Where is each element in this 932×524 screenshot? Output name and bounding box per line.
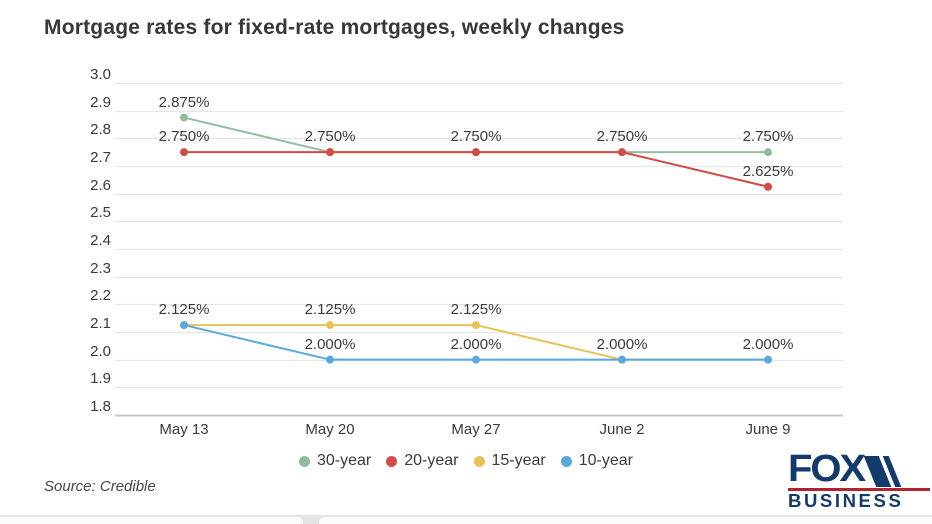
x-axis-tick-label: May 27 <box>451 421 501 438</box>
data-point-label: 2.750% <box>304 128 356 146</box>
legend-label: 10-year <box>578 452 633 469</box>
fox-slash-icon <box>863 455 902 487</box>
y-axis-tick-label: 2.5 <box>90 203 111 221</box>
data-point-label: 2.125% <box>158 301 210 319</box>
legend-entry-15-year: 15-year <box>473 452 546 470</box>
x-axis-tick-label: June 9 <box>745 421 791 438</box>
y-axis-tick-label: 1.9 <box>90 369 111 387</box>
legend-dot-icon <box>473 455 485 467</box>
data-point-label: 2.125% <box>450 301 502 319</box>
legend-label: 30-year <box>317 452 372 469</box>
legend-label: 20-year <box>404 452 459 469</box>
y-axis-tick-label: 2.2 <box>90 286 111 304</box>
chart-title: Mortgage rates for fixed-rate mortgages,… <box>44 16 625 39</box>
legend-entry-10-year: 10-year <box>560 452 633 470</box>
card-top-right <box>319 517 932 524</box>
y-axis-tick-label: 2.3 <box>90 259 111 277</box>
y-axis-tick-label: 2.9 <box>90 93 111 111</box>
data-point-label: 2.625% <box>742 162 794 180</box>
legend-dot-icon <box>299 455 310 467</box>
y-axis-tick-label: 2.4 <box>90 231 111 249</box>
data-point-label: 2.000% <box>450 335 502 353</box>
data-point-label: 2.750% <box>742 128 794 146</box>
logo-divider <box>788 488 930 491</box>
fox-wordmark: FOX <box>788 447 866 490</box>
y-axis-tick-label: 2.8 <box>90 120 111 138</box>
legend-entry-20-year: 20-year <box>386 452 459 470</box>
y-axis-tick-label: 2.7 <box>90 148 111 166</box>
business-wordmark: BUSINESS <box>788 491 904 511</box>
data-point-label: 2.750% <box>596 128 648 146</box>
legend-dot-icon <box>560 455 572 467</box>
x-axis-tick-label: June 2 <box>599 421 645 438</box>
data-point-label: 2.750% <box>450 128 502 146</box>
data-point-label: 2.000% <box>304 335 356 353</box>
legend-entry-30-year: 30-year <box>299 452 371 470</box>
y-axis-tick-label: 2.6 <box>90 176 111 194</box>
y-axis-tick-label: 2.1 <box>90 314 111 332</box>
y-axis-tick-label: 1.8 <box>90 397 111 415</box>
x-axis-tick-label: May 13 <box>159 421 209 438</box>
chart-legend: 30-year 20-year 15-year 10-year <box>0 452 932 470</box>
card-top-left <box>0 517 303 524</box>
below-cards-strip <box>0 515 932 524</box>
x-axis-tick-label: May 20 <box>305 421 355 438</box>
data-point-label: 2.750% <box>158 128 210 146</box>
legend-dot-icon <box>386 455 398 467</box>
legend-label: 15-year <box>491 452 546 469</box>
fox-business-logo: FOX BUSINESS <box>788 447 930 511</box>
data-point-label: 2.000% <box>742 335 794 353</box>
data-point-label: 2.000% <box>596 335 648 353</box>
y-axis-tick-label: 2.0 <box>90 342 111 360</box>
fox-logo-row: FOX <box>788 447 930 490</box>
y-axis-tick-label: 3.0 <box>90 65 111 83</box>
data-point-label: 2.125% <box>304 301 356 319</box>
data-point-label: 2.875% <box>158 93 210 111</box>
source-credit: Source: Credible <box>44 478 156 495</box>
